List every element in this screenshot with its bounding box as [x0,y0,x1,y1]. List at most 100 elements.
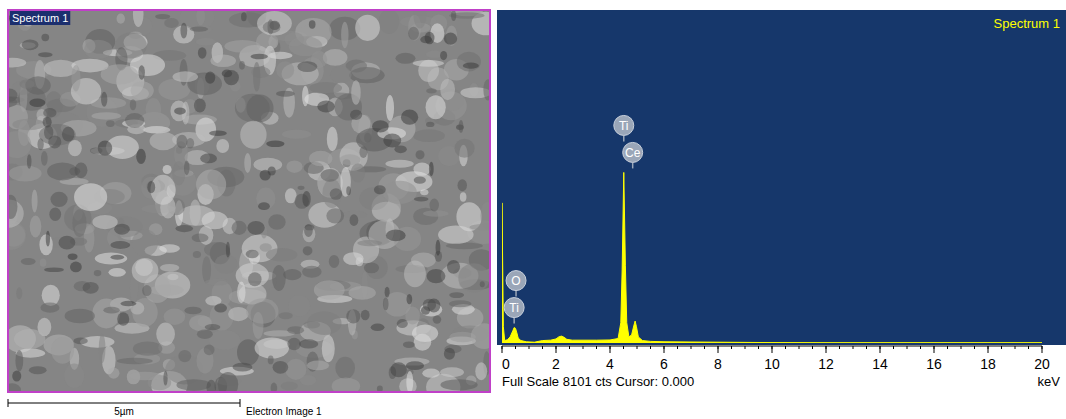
sem-shadow [403,341,415,348]
x-minor-tick [731,346,732,349]
sem-shadow [266,141,284,148]
sem-particle [215,254,238,273]
sem-particle [438,226,474,244]
sem-particle [413,10,426,28]
sem-shadow [200,153,217,163]
sem-particle [307,360,329,370]
sem-shadow [73,338,87,345]
x-tick-label: 8 [714,356,722,372]
sem-shadow [142,285,151,296]
sem-shadow [267,19,273,34]
sem-particle [471,323,490,349]
x-minor-tick [623,346,624,349]
sem-particle [131,81,154,99]
x-axis-title: keV [1038,374,1061,389]
annotation-badge [623,142,643,162]
sem-shadow [268,166,276,175]
sem-particle [224,40,260,53]
sem-shadow [303,246,313,255]
sem-shadow [111,255,124,260]
sem-shadow [361,310,370,321]
sem-shadow [406,294,412,304]
sem-shadow [397,319,408,328]
x-minor-tick [853,346,854,349]
sem-particle [12,119,45,131]
sem-particle [404,261,426,288]
sem-shadow [440,51,447,60]
sem-particle [386,95,394,121]
image-label: Spectrum 1 [12,12,68,24]
sem-shadow [177,135,188,149]
sem-shadow [258,202,270,210]
sem-shadow [346,309,360,323]
sem-particle [341,22,348,48]
sem-particle [414,334,432,351]
sem-particle [379,10,399,34]
sem-particle [385,160,413,168]
sem-particle [351,163,365,182]
sem-shadow [27,154,32,169]
sem-shadow [209,130,227,136]
sem-shadow [136,149,146,164]
sem-shadow [247,221,264,235]
sem-shadow [406,361,424,370]
sem-particle [349,286,376,300]
sem-shadow [138,65,144,80]
sem-shadow [480,281,485,287]
sem-shadow [401,109,418,124]
sem-shadow [125,113,144,128]
sem-particle [159,244,180,252]
annotation-label: Ce [625,146,641,160]
sem-shadow [94,270,102,276]
sem-particle [8,58,26,68]
annotation-label: O [511,274,520,288]
sem-particle [30,216,42,238]
sem-particle [357,240,382,246]
sem-shadow [68,253,78,260]
sem-shadow [444,33,457,45]
sem-shadow [271,383,278,392]
sem-shadow [371,324,385,331]
sem-particle [108,368,120,379]
sem-shadow [416,150,425,159]
x-tick-label: 10 [764,356,780,372]
sem-shadow [12,371,21,382]
sem-particle [72,209,86,237]
sem-particle [309,151,332,166]
sem-shadow [197,329,213,339]
sem-particle [413,129,445,142]
sem-shadow [110,241,130,249]
sem-particle [285,359,306,380]
sem-shadow [192,234,209,243]
x-tick [772,346,773,353]
x-minor-tick [785,346,786,349]
sem-particle [423,210,449,217]
sem-particle [383,181,417,204]
sem-particle [218,372,238,392]
sem-shadow [205,71,215,83]
sem-shadow [224,70,239,85]
sem-shadow [103,307,119,314]
sem-shadow [395,53,415,64]
sem-particle [449,300,472,307]
sem-shadow [273,361,289,374]
sem-particle [101,64,138,84]
x-minor-tick [920,346,921,349]
sem-shadow [226,242,230,258]
sem-shadow [29,366,47,374]
sem-particle [276,61,294,79]
sem-particle [15,350,23,371]
sem-shadow [186,138,194,148]
x-tick-label: 12 [818,356,834,372]
sem-shadow [44,267,64,272]
x-tick-label: 6 [660,356,668,372]
x-minor-tick [893,346,894,349]
sem-shadow [287,326,304,334]
annotation-pointer [513,318,515,324]
sem-particle [190,200,201,226]
sem-shadow [62,127,74,142]
x-tick [556,346,557,353]
sem-shadow [232,221,247,235]
sem-shadow [383,133,401,147]
sem-shadow [41,151,48,166]
